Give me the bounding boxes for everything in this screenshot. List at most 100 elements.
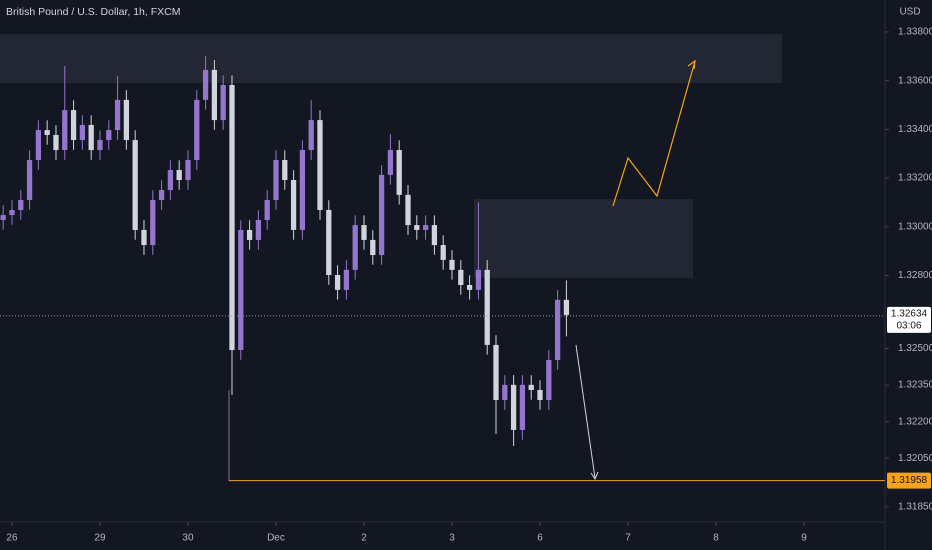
y-tick-label: 1.32050 xyxy=(898,453,932,464)
price-label: 1.32634 xyxy=(891,309,928,320)
candle-body xyxy=(546,360,552,400)
candle-body xyxy=(238,229,244,351)
candle-body xyxy=(290,180,297,230)
candle-body xyxy=(493,344,499,400)
candle-body xyxy=(79,124,86,141)
candle-body xyxy=(167,170,174,190)
candle-body xyxy=(35,130,42,161)
candle-body xyxy=(510,384,517,430)
candle-body xyxy=(405,194,411,226)
x-tick-label: 9 xyxy=(801,533,807,544)
countdown: 03:06 xyxy=(896,321,921,332)
candle-body xyxy=(211,69,218,121)
candle-body xyxy=(194,99,200,161)
arrow-head xyxy=(687,59,696,70)
candle-body xyxy=(519,384,526,430)
plot: 1.33800 1.33600 1.33400 1.33200 1.33000 1.328… xyxy=(0,27,932,544)
candle-body xyxy=(264,199,270,220)
candle-body xyxy=(18,199,24,210)
candle-body xyxy=(97,140,103,151)
price-label-box xyxy=(887,306,931,333)
y-tick-label: 1.32350 xyxy=(898,380,932,391)
candle-body xyxy=(123,99,130,141)
candle-body xyxy=(114,99,121,131)
y-tick-label: 1.33800 xyxy=(898,27,932,38)
x-tick-label: 7 xyxy=(625,533,631,544)
candle-body xyxy=(0,215,6,220)
candle-body xyxy=(255,219,262,240)
candle-body xyxy=(370,239,376,256)
x-tick-label: 3 xyxy=(449,533,455,544)
candle-body xyxy=(554,299,561,361)
y-tick-label: 1.32800 xyxy=(898,270,932,281)
candle-body xyxy=(62,110,68,151)
y-tick-label: 1.32500 xyxy=(898,343,932,354)
candle-body xyxy=(158,189,165,200)
candle-body xyxy=(361,225,367,240)
y-tick-label: 1.33400 xyxy=(898,124,932,135)
x-tick-label: 6 xyxy=(537,533,543,544)
x-tick-label: 8 xyxy=(713,533,719,544)
candle-body xyxy=(378,174,385,256)
candle-body xyxy=(440,245,446,260)
y-tick-label: 1.33600 xyxy=(898,75,932,86)
x-tick-label: Dec xyxy=(267,533,285,544)
arrow-head xyxy=(590,471,599,481)
bullish-projection xyxy=(612,60,696,207)
x-tick-label: 29 xyxy=(94,533,106,544)
candle-body xyxy=(9,209,15,216)
candle-body xyxy=(141,229,147,246)
candle-body xyxy=(185,160,191,181)
y-tick-label: 1.33200 xyxy=(898,173,932,184)
candle-body xyxy=(150,199,156,246)
x-tick-label: 2 xyxy=(361,533,367,544)
candle-body xyxy=(422,225,429,230)
candle-body xyxy=(326,209,332,276)
y-tick-label: 1.32200 xyxy=(898,416,932,427)
candle-body xyxy=(484,269,490,345)
candle-body xyxy=(449,259,455,270)
candle-body xyxy=(299,150,306,230)
candle-body xyxy=(334,275,341,290)
candle-body xyxy=(220,85,226,121)
candle-body xyxy=(246,229,253,240)
candle-body xyxy=(387,150,394,175)
candle-body xyxy=(343,269,350,290)
candle-body xyxy=(352,225,358,270)
candle-body xyxy=(431,225,438,246)
candle-body xyxy=(502,384,508,400)
candle-body xyxy=(466,284,473,290)
y-tick-label: 1.31850 xyxy=(898,502,932,513)
price-label: 1.31958 xyxy=(891,475,928,486)
x-tick-label: 26 xyxy=(6,533,18,544)
resistance-zone xyxy=(474,199,693,278)
candle-body xyxy=(106,130,112,141)
candle-body xyxy=(528,384,534,390)
candle-body xyxy=(396,150,402,195)
price-label-box xyxy=(887,472,931,489)
x-tick-label: 30 xyxy=(182,533,194,544)
candle-body xyxy=(132,140,138,230)
candle-body xyxy=(563,299,570,315)
candle-body xyxy=(229,85,235,351)
candle-body xyxy=(53,134,59,151)
candle-body xyxy=(414,225,420,230)
candle-body xyxy=(458,269,464,285)
candle-body xyxy=(44,130,50,135)
candle-body xyxy=(282,160,288,181)
candle-body xyxy=(26,160,33,200)
candle-body xyxy=(537,389,543,400)
candle-body xyxy=(88,124,94,151)
candle-body xyxy=(308,120,314,151)
candle-body xyxy=(176,170,182,181)
y-tick-label: 1.33000 xyxy=(898,221,932,232)
chart-title: British Pound / U.S. Dollar, 1h, FXCM xyxy=(6,6,180,18)
candle-body xyxy=(273,160,279,200)
bearish-projection xyxy=(575,344,596,479)
candle-body xyxy=(317,120,323,210)
candle-body xyxy=(202,69,209,100)
supply-zone xyxy=(0,34,782,83)
candle-body xyxy=(70,110,77,141)
